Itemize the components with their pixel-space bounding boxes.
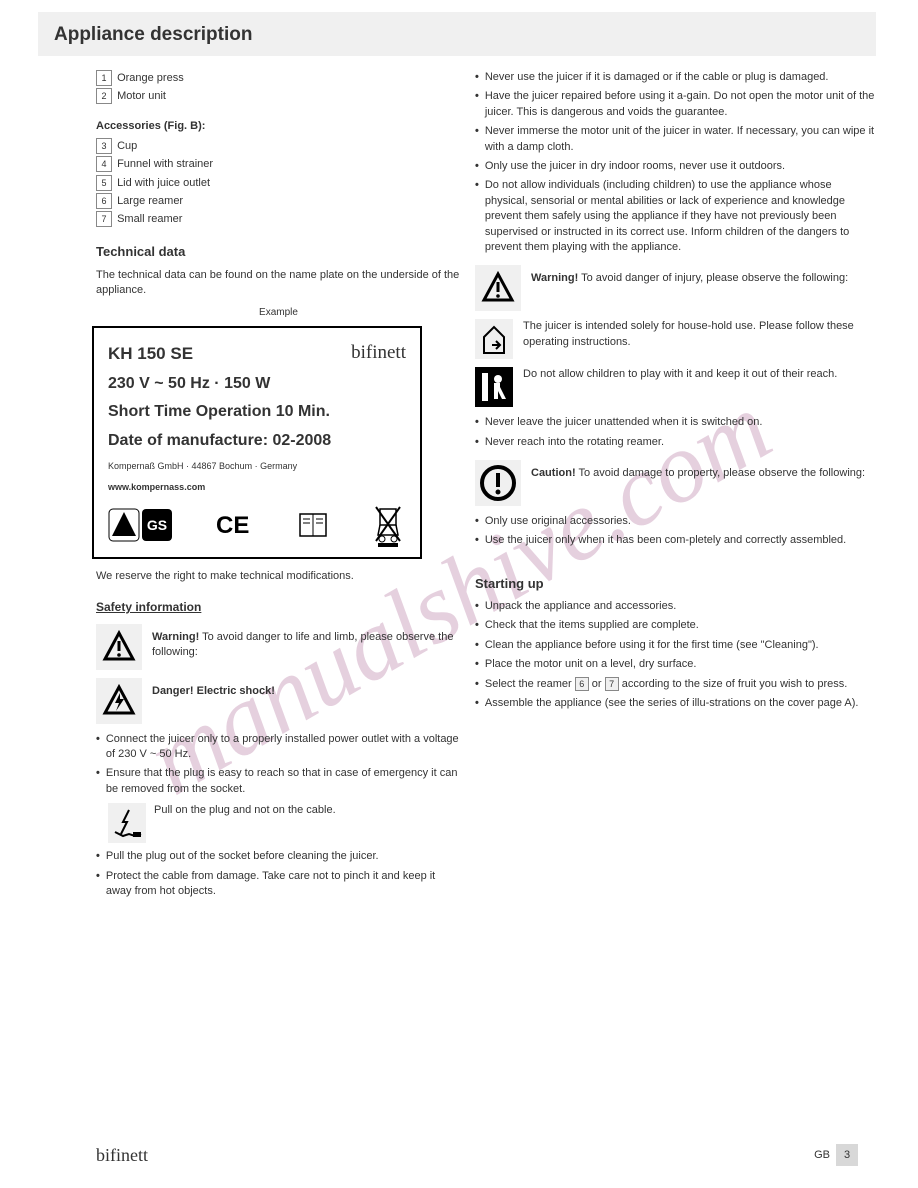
nameplate-shortop: Short Time Operation 10 Min. <box>108 401 406 423</box>
weee-icon <box>370 503 406 547</box>
inline-numbox: 7 <box>605 677 619 691</box>
caution-body: To avoid damage to property, please obse… <box>578 467 865 479</box>
nameplate-brand: bifinett <box>351 340 406 367</box>
reamer-mid: or <box>592 678 605 690</box>
bullet-text: Only use original accessories. <box>485 514 631 529</box>
bullet-text: Never leave the juicer unattended when i… <box>485 415 763 430</box>
accessories-heading: Accessories (Fig. B): <box>96 119 461 134</box>
warning-heading: Warning! <box>152 631 199 643</box>
num-box: 5 <box>96 175 112 191</box>
section-header-bar: Appliance description <box>38 12 876 56</box>
bullet-text: Clean the appliance before using it for … <box>485 638 819 653</box>
unplug-icon <box>108 803 146 843</box>
danger-heading: Danger! Electric shock! <box>152 685 275 697</box>
bullet-text: Place the motor unit on a level, dry sur… <box>485 657 697 672</box>
item-label: Small reamer <box>117 213 182 225</box>
num-box: 4 <box>96 156 112 172</box>
bullet-text: Assemble the appliance (see the series o… <box>485 696 859 711</box>
technical-data-heading: Technical data <box>96 243 461 261</box>
footer-lang-abbr: GB <box>814 1148 830 1163</box>
items-b: 3 Cup 4 Funnel with strainer 5 Lid with … <box>96 138 461 227</box>
danger-bullets: •Connect the juicer only to a properly i… <box>96 732 461 900</box>
item-label: Funnel with strainer <box>117 158 213 170</box>
svg-text:GS: GS <box>147 517 167 533</box>
bullet-text: Use the juicer only when it has been com… <box>485 533 846 548</box>
child-safety-icon <box>475 367 513 407</box>
plug-advice: Pull on the plug and not on the cable. <box>154 803 336 818</box>
item-label: Orange press <box>117 72 184 84</box>
reamer-suffix: according to the size of fruit you wish … <box>622 678 848 690</box>
example-label: Example <box>96 306 461 320</box>
child-safety-text: Do not allow children to play with it an… <box>523 367 875 382</box>
bullet-text: Ensure that the plug is easy to reach so… <box>106 766 461 797</box>
bullet-text: Connect the juicer only to a properly in… <box>106 732 461 763</box>
inline-numbox: 6 <box>575 677 589 691</box>
footer-brand: bifinett <box>96 1143 148 1168</box>
safety-heading: Safety information <box>96 599 461 616</box>
technical-data-intro: The technical data can be found on the n… <box>96 268 461 299</box>
reamer-prefix: Select the reamer <box>485 678 575 690</box>
bullet-text: Unpack the appliance and accessories. <box>485 599 676 614</box>
bullet-text: Never reach into the rotating reamer. <box>485 435 664 450</box>
num-box: 6 <box>96 193 112 209</box>
num-box: 1 <box>96 70 112 86</box>
num-box: 2 <box>96 88 112 104</box>
num-box: 7 <box>96 211 112 227</box>
item-label: Cup <box>117 140 137 152</box>
warning-body-2: To avoid danger of injury, please observ… <box>581 272 848 284</box>
nameplate-model: KH 150 SE <box>108 342 193 366</box>
section-header-title: Appliance description <box>54 24 252 45</box>
manual-icon <box>298 510 328 540</box>
bullet-text: Never use the juicer if it is damaged or… <box>485 70 829 85</box>
page-footer: bifinett GB 3 <box>96 1143 858 1168</box>
nameplate: KH 150 SE bifinett 230 V ~ 50 Hz · 150 W… <box>92 326 422 559</box>
indoor-use-icon <box>475 319 513 359</box>
item-label: Large reamer <box>117 195 183 207</box>
warning-triangle-icon <box>475 265 521 311</box>
bullet-text: Never immerse the motor unit of the juic… <box>485 124 875 155</box>
nameplate-url: www.kompernass.com <box>108 481 406 494</box>
bullet-text-composite: Select the reamer 6 or 7 according to th… <box>485 677 847 692</box>
bullet-text: Only use the juicer in dry indoor rooms,… <box>485 159 785 174</box>
warning-heading-2: Warning! <box>531 272 578 284</box>
gs-mark-icon: GS <box>108 508 174 542</box>
bullet-text: Do not allow individuals (including chil… <box>485 178 875 255</box>
svg-text:CE: CE <box>216 512 249 539</box>
caution-heading: Caution! <box>531 467 576 479</box>
caution-icon <box>475 460 521 506</box>
nameplate-address: Kompernaß GmbH · 44867 Bochum · Germany <box>108 460 406 473</box>
modification-note: We reserve the right to make technical m… <box>96 569 461 584</box>
num-box: 3 <box>96 138 112 154</box>
warning-triangle-icon <box>96 624 142 670</box>
page-number-badge: 3 <box>836 1144 858 1166</box>
nameplate-rating: 230 V ~ 50 Hz · 150 W <box>108 373 406 395</box>
indoor-use-text: The juicer is intended solely for house-… <box>523 319 875 350</box>
bullet-text: Protect the cable from damage. Take care… <box>106 869 461 900</box>
items-a: 1 Orange press 2 Motor unit <box>96 70 461 105</box>
startup-heading: Starting up <box>475 575 875 593</box>
bullet-text: Have the juicer repaired before using it… <box>485 89 875 120</box>
bullet-text: Check that the items supplied are comple… <box>485 618 699 633</box>
ce-mark-icon: CE <box>216 511 256 539</box>
nameplate-date: Date of manufacture: 02-2008 <box>108 430 406 452</box>
bullet-text: Pull the plug out of the socket before c… <box>106 849 379 864</box>
item-label: Motor unit <box>117 90 166 102</box>
item-label: Lid with juice outlet <box>117 176 210 188</box>
electric-shock-icon <box>96 678 142 724</box>
